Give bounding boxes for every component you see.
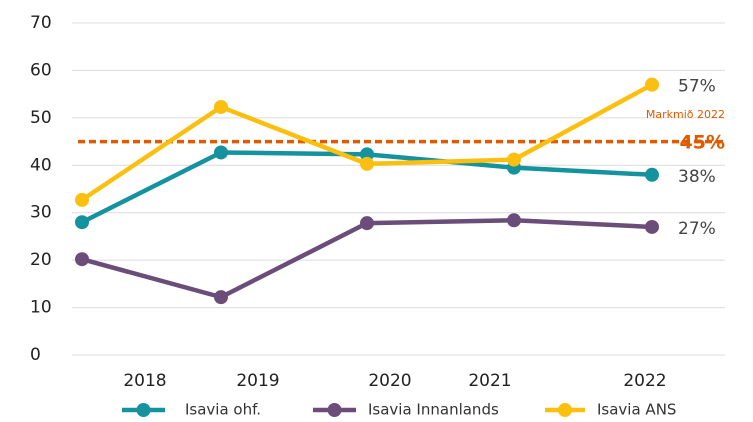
y-tick-label: 30 (30, 203, 52, 223)
data-point (360, 156, 374, 171)
x-tick-label: 2020 (368, 371, 411, 391)
y-tick-label: 70 (30, 13, 52, 33)
y-tick-label: 40 (30, 155, 52, 175)
y-tick-label: 20 (30, 250, 52, 270)
data-point (75, 215, 89, 230)
data-point (645, 77, 659, 92)
target-label: Markmið 2022 (646, 108, 725, 121)
data-point (75, 252, 89, 267)
data-point (214, 145, 228, 160)
y-tick-label: 0 (30, 345, 41, 365)
data-point (360, 216, 374, 231)
legend-marker (136, 403, 151, 417)
data-point (645, 219, 659, 234)
legend-label: Isavia ohf. (185, 401, 261, 419)
series-line (81, 218, 653, 300)
x-tick-label: 2018 (123, 371, 166, 391)
legend-label: Isavia Innanlands (368, 401, 499, 419)
data-point (75, 192, 89, 207)
legend-label: Isavia ANS (597, 401, 676, 419)
data-point (507, 152, 521, 167)
y-tick-label: 10 (30, 298, 52, 318)
data-point (645, 167, 659, 182)
target-value-label: 45% (680, 132, 725, 154)
data-label: 27% (678, 219, 716, 239)
legend-marker (327, 403, 342, 417)
data-point (214, 290, 228, 305)
legend-marker (558, 403, 572, 417)
data-label: 38% (678, 167, 716, 187)
y-tick-label: 60 (30, 60, 52, 80)
x-tick-label: 2022 (623, 371, 666, 391)
x-tick-label: 2021 (468, 371, 511, 391)
x-tick-label: 2019 (236, 371, 279, 391)
data-label: 57% (678, 77, 716, 97)
data-point (214, 99, 228, 114)
data-point (507, 213, 521, 228)
y-tick-label: 50 (30, 108, 52, 128)
